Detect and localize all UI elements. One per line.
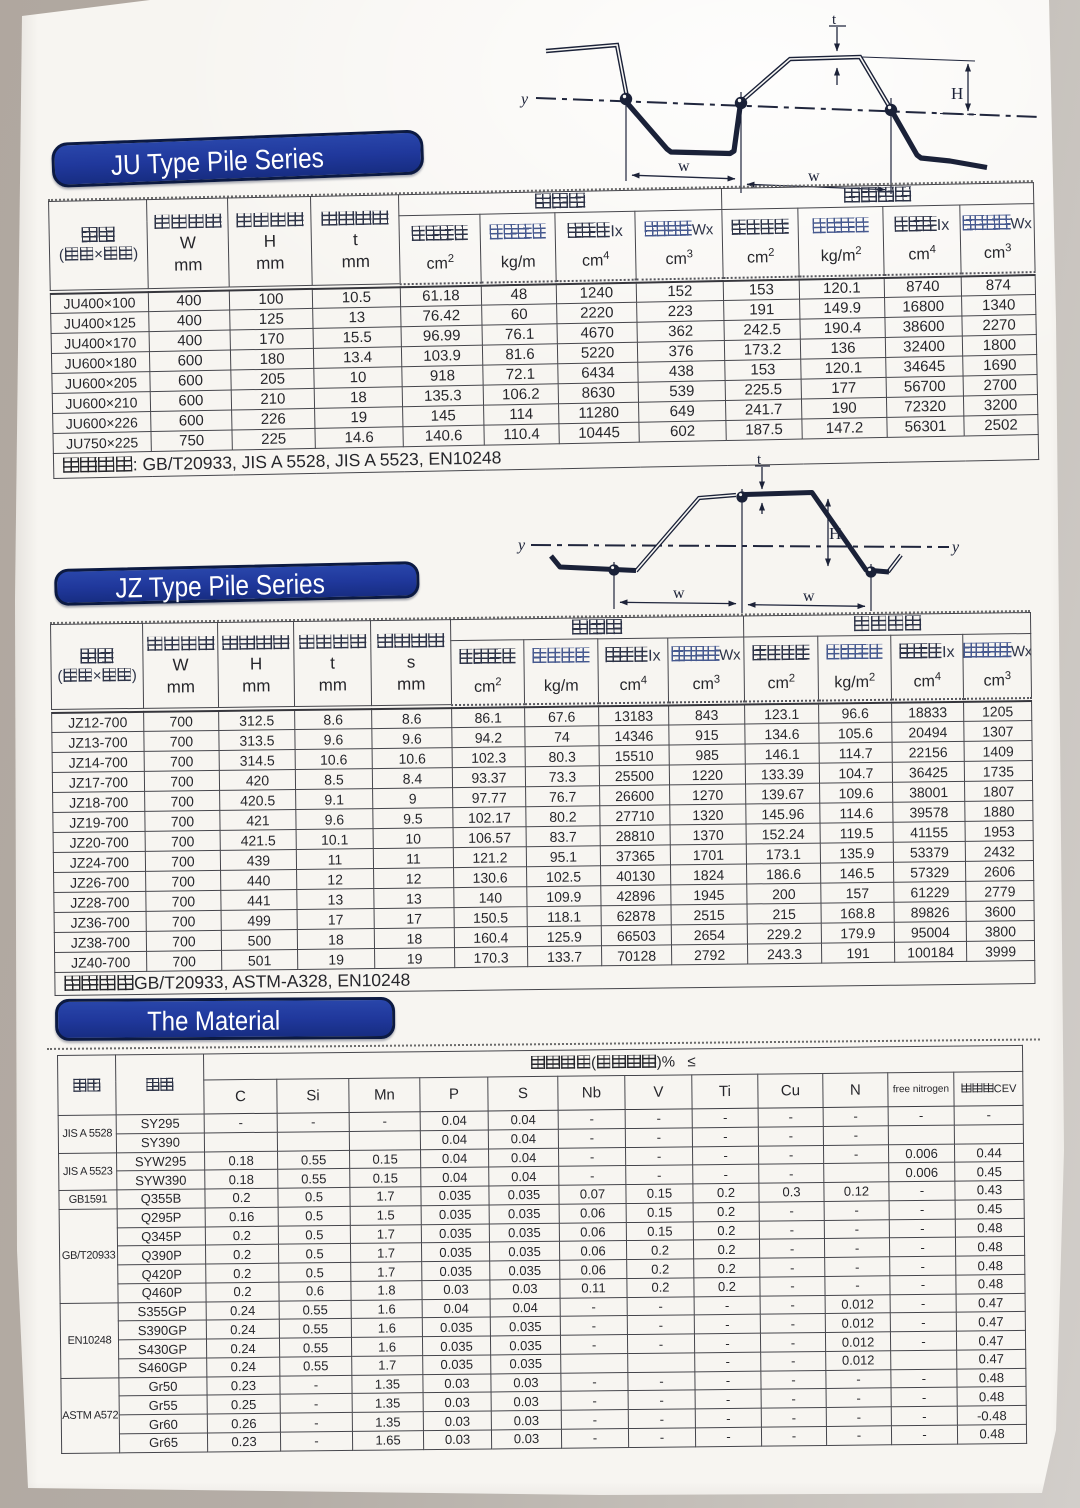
- svg-text:w: w: [673, 585, 685, 602]
- svg-text:H: H: [829, 524, 841, 543]
- svg-text:t: t: [757, 452, 762, 468]
- svg-text:w: w: [808, 168, 820, 185]
- svg-text:w: w: [803, 588, 815, 605]
- svg-text:H: H: [951, 84, 963, 103]
- svg-text:y: y: [516, 537, 526, 554]
- svg-text:y: y: [950, 539, 960, 556]
- svg-text:t: t: [832, 15, 837, 28]
- svg-text:y: y: [519, 91, 529, 108]
- svg-text:w: w: [678, 158, 690, 175]
